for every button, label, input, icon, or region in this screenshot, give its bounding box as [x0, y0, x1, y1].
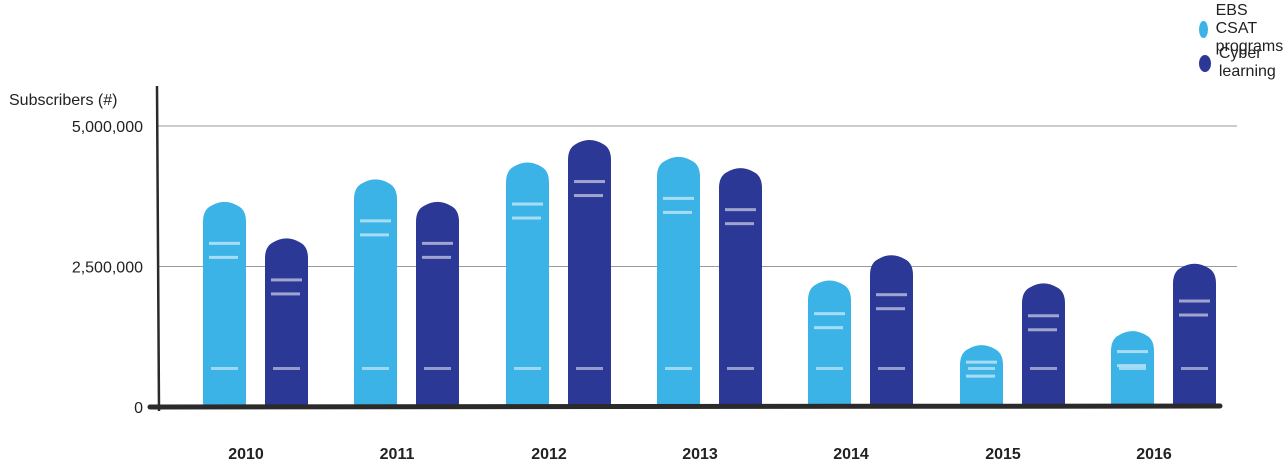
bar-highlight: [968, 367, 995, 370]
x-tick-label: 2012: [531, 446, 567, 463]
bar-highlight: [211, 367, 238, 370]
bar: [808, 280, 851, 407]
bar-highlight: [727, 367, 754, 370]
x-tick-label: 2011: [380, 446, 415, 463]
bar-highlight: [209, 241, 240, 245]
bar-highlight: [362, 367, 389, 370]
bar-highlight: [1030, 367, 1057, 370]
bar-highlight: [360, 219, 391, 223]
legend-dot-cyber-icon: [1199, 54, 1211, 72]
bar: [354, 179, 397, 407]
legend-item-ebs: EBS CSAT programs: [1199, 2, 1286, 55]
bar-highlight: [665, 367, 692, 370]
bar-highlight: [422, 241, 453, 245]
bar: [657, 156, 700, 407]
y-tick-label: 2,500,000: [72, 260, 143, 277]
bar-highlight: [966, 374, 995, 378]
bar-highlight: [1117, 364, 1146, 368]
bar-highlight: [725, 222, 754, 226]
bar: [568, 140, 611, 408]
bar-highlight: [271, 292, 300, 296]
bar-highlight: [663, 196, 694, 200]
bar: [506, 162, 549, 407]
bar-highlight: [574, 180, 605, 184]
y-axis-label: Subscribers (#): [9, 92, 118, 109]
bar-highlight: [512, 216, 541, 220]
legend-label-cyber: Cyber learning: [1218, 45, 1276, 80]
bars: [203, 140, 1216, 408]
bar-highlight: [360, 233, 389, 237]
x-axis-line: [147, 403, 1223, 410]
y-tick-labels: 0 2,500,000 5,000,000: [72, 119, 143, 417]
x-tick-label: 2013: [682, 446, 718, 463]
bar: [416, 201, 459, 407]
bar-highlight: [876, 307, 905, 311]
y-tick-label: 0: [134, 400, 143, 417]
bar-highlight: [876, 293, 907, 297]
legend-dot-ebs-icon: [1199, 20, 1208, 38]
bar-highlight: [271, 278, 302, 282]
bar-highlight: [816, 367, 843, 370]
bar-highlight: [273, 367, 300, 370]
x-tick-label: 2016: [1136, 446, 1172, 463]
bar-highlight: [1179, 299, 1210, 303]
x-tick-label: 2014: [833, 446, 869, 463]
bar-highlight: [966, 360, 997, 364]
bar-highlight: [663, 210, 692, 214]
bar-highlight: [1117, 350, 1148, 354]
legend-label-ebs: EBS CSAT programs: [1215, 2, 1284, 55]
bar-highlight: [512, 202, 543, 206]
x-tick-label: 2010: [228, 446, 264, 463]
x-tick-labels: 2010 2011 2012 2013 2014 2015 2016: [228, 446, 1172, 463]
bar-highlight: [725, 208, 756, 212]
bar: [870, 255, 913, 407]
axes: [147, 85, 1223, 412]
bar-highlight: [878, 367, 905, 370]
bar-highlight: [1028, 328, 1057, 332]
bar-highlight: [424, 367, 451, 370]
bar-highlight: [814, 326, 843, 330]
bar-highlight: [514, 367, 541, 370]
bar-highlight: [574, 194, 603, 198]
legend-item-cyber: Cyber learning: [1199, 45, 1286, 80]
bar-highlight: [814, 312, 845, 316]
x-tick-label: 2015: [985, 446, 1021, 463]
bar-highlight: [576, 367, 603, 370]
bar-highlight: [209, 255, 238, 259]
bar-highlight: [1179, 313, 1208, 317]
y-axis-line: [155, 85, 161, 412]
y-tick-label: 5,000,000: [72, 119, 143, 136]
bar: [1173, 263, 1216, 407]
bar-highlight: [1028, 314, 1059, 318]
bar: [203, 201, 246, 407]
bar: [265, 238, 308, 407]
bar-highlight: [422, 255, 451, 259]
bar: [1022, 283, 1065, 407]
bar-highlight: [1119, 367, 1146, 370]
bar: [719, 168, 762, 407]
legend: EBS CSAT programs Cyber learning: [1199, 2, 1286, 80]
bar-highlight: [1181, 367, 1208, 370]
